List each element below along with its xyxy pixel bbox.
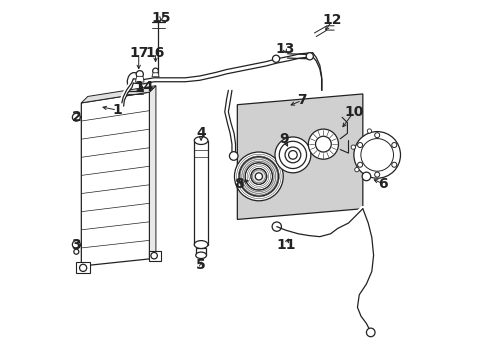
Polygon shape — [81, 86, 156, 103]
Ellipse shape — [194, 136, 207, 144]
Circle shape — [315, 136, 330, 152]
Circle shape — [271, 222, 281, 231]
Circle shape — [366, 328, 374, 337]
Circle shape — [74, 249, 79, 254]
Circle shape — [391, 143, 396, 148]
Polygon shape — [135, 76, 144, 82]
Circle shape — [354, 167, 358, 172]
Text: 4: 4 — [196, 126, 205, 140]
Text: 5: 5 — [196, 258, 205, 273]
Text: 10: 10 — [344, 105, 363, 119]
Circle shape — [357, 162, 362, 167]
Text: 15: 15 — [151, 11, 171, 25]
Circle shape — [374, 133, 379, 138]
Circle shape — [80, 264, 86, 271]
Circle shape — [357, 143, 362, 148]
Text: 9: 9 — [279, 132, 288, 146]
Polygon shape — [237, 94, 362, 220]
Circle shape — [285, 147, 300, 163]
Circle shape — [366, 129, 371, 133]
Text: 12: 12 — [322, 13, 342, 27]
Text: 16: 16 — [145, 46, 165, 60]
Circle shape — [250, 168, 266, 184]
Circle shape — [305, 53, 313, 60]
Text: 3: 3 — [71, 238, 81, 252]
Circle shape — [350, 145, 355, 149]
Circle shape — [288, 150, 297, 159]
Circle shape — [152, 68, 158, 74]
Text: 13: 13 — [274, 42, 294, 56]
Circle shape — [229, 152, 238, 160]
Circle shape — [244, 163, 272, 190]
Polygon shape — [194, 140, 207, 244]
Ellipse shape — [195, 252, 206, 258]
Circle shape — [72, 113, 80, 121]
Circle shape — [72, 240, 80, 248]
Circle shape — [151, 252, 157, 259]
Polygon shape — [149, 86, 156, 259]
Circle shape — [272, 55, 279, 62]
Text: 1: 1 — [112, 103, 122, 117]
Polygon shape — [81, 92, 149, 266]
Polygon shape — [152, 73, 159, 77]
Text: 2: 2 — [71, 110, 81, 124]
Circle shape — [362, 172, 370, 181]
Circle shape — [239, 157, 278, 196]
Polygon shape — [76, 262, 90, 273]
Circle shape — [274, 137, 310, 173]
Text: 8: 8 — [234, 177, 244, 190]
Circle shape — [308, 129, 338, 159]
Text: 6: 6 — [377, 177, 386, 190]
Polygon shape — [148, 251, 160, 261]
Text: 14: 14 — [134, 80, 154, 94]
Text: 7: 7 — [296, 93, 306, 107]
Circle shape — [136, 71, 143, 78]
Circle shape — [255, 173, 262, 180]
Ellipse shape — [194, 240, 207, 248]
Circle shape — [234, 152, 283, 201]
Circle shape — [374, 172, 379, 177]
Circle shape — [391, 162, 396, 167]
Text: 17: 17 — [129, 46, 148, 60]
Circle shape — [279, 141, 306, 168]
Text: 11: 11 — [275, 238, 295, 252]
Polygon shape — [195, 248, 206, 255]
Circle shape — [360, 139, 393, 171]
Circle shape — [353, 132, 400, 178]
